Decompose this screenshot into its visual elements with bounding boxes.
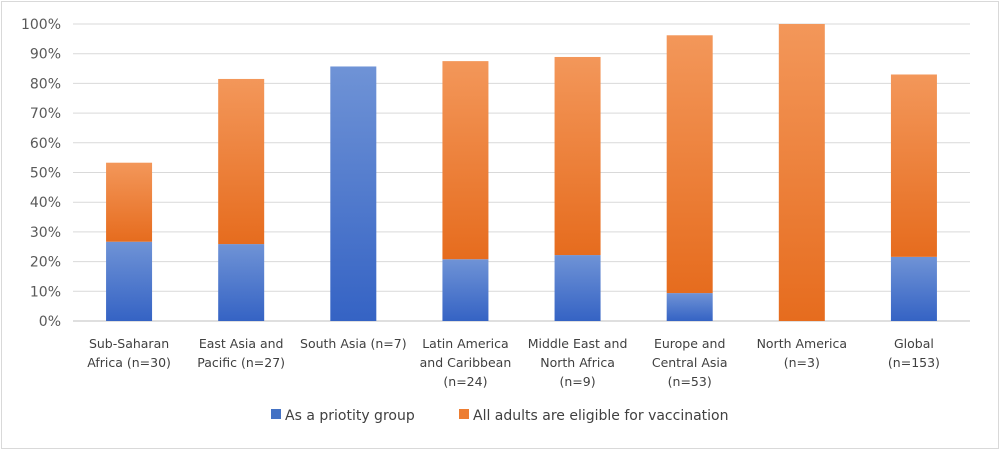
x-category-label: Global (n=153) [888, 336, 940, 370]
y-tick-label: 40% [30, 195, 61, 211]
x-category-label: Middle East and North Africa (n=9) [528, 336, 628, 389]
legend-swatch-priority-group [271, 409, 281, 419]
y-tick-label: 10% [30, 284, 61, 300]
y-tick-label: 100% [21, 17, 61, 33]
bar-all-adults [778, 24, 825, 321]
y-tick-label: 50% [30, 166, 61, 182]
bar-all-adults [554, 56, 601, 256]
x-axis-categories: Sub-Saharan Africa (n=30) East Asia and Pac… [87, 336, 940, 389]
bars [106, 24, 937, 321]
legend-swatch-all-adults [459, 409, 469, 419]
bar-all-adults [666, 35, 713, 294]
bar-priority-group [554, 255, 601, 321]
x-category-label: South Asia (n=7) [300, 336, 407, 351]
y-tick-label: 70% [30, 106, 61, 122]
x-category-label: East Asia and Pacific (n=27) [197, 336, 285, 370]
bar-priority-group [330, 66, 377, 321]
y-tick-label: 60% [30, 136, 61, 152]
y-tick-label: 20% [30, 255, 61, 271]
y-tick-label: 30% [30, 225, 61, 241]
bar-priority-group [666, 293, 713, 321]
y-axis-ticks: 0% 10% 20% 30% 40% 50% 60% 70% 80% 90% 100% [21, 17, 61, 330]
bar-all-adults [106, 162, 153, 242]
bar-priority-group [890, 256, 937, 321]
x-category-label: Europe and Central Asia (n=53) [652, 336, 728, 389]
gridlines [73, 23, 970, 322]
x-category-label: North America (n=3) [757, 336, 848, 370]
bar-all-adults [890, 74, 937, 257]
bar-priority-group [218, 244, 265, 321]
legend-label-priority-group: As a priotity group [285, 408, 415, 424]
bar-priority-group [442, 259, 489, 321]
bar-all-adults [218, 78, 265, 245]
bar-priority-group [106, 241, 153, 321]
bar-all-adults [442, 61, 489, 260]
x-category-label: Latin America and Caribbean (n=24) [420, 336, 512, 389]
legend-label-all-adults: All adults are eligible for vaccination [473, 408, 729, 424]
y-tick-label: 80% [30, 76, 61, 92]
legend: As a priotity group All adults are eligib… [271, 408, 729, 424]
x-category-label: Sub-Saharan Africa (n=30) [87, 336, 171, 370]
y-tick-label: 90% [30, 47, 61, 63]
y-tick-label: 0% [39, 314, 61, 330]
